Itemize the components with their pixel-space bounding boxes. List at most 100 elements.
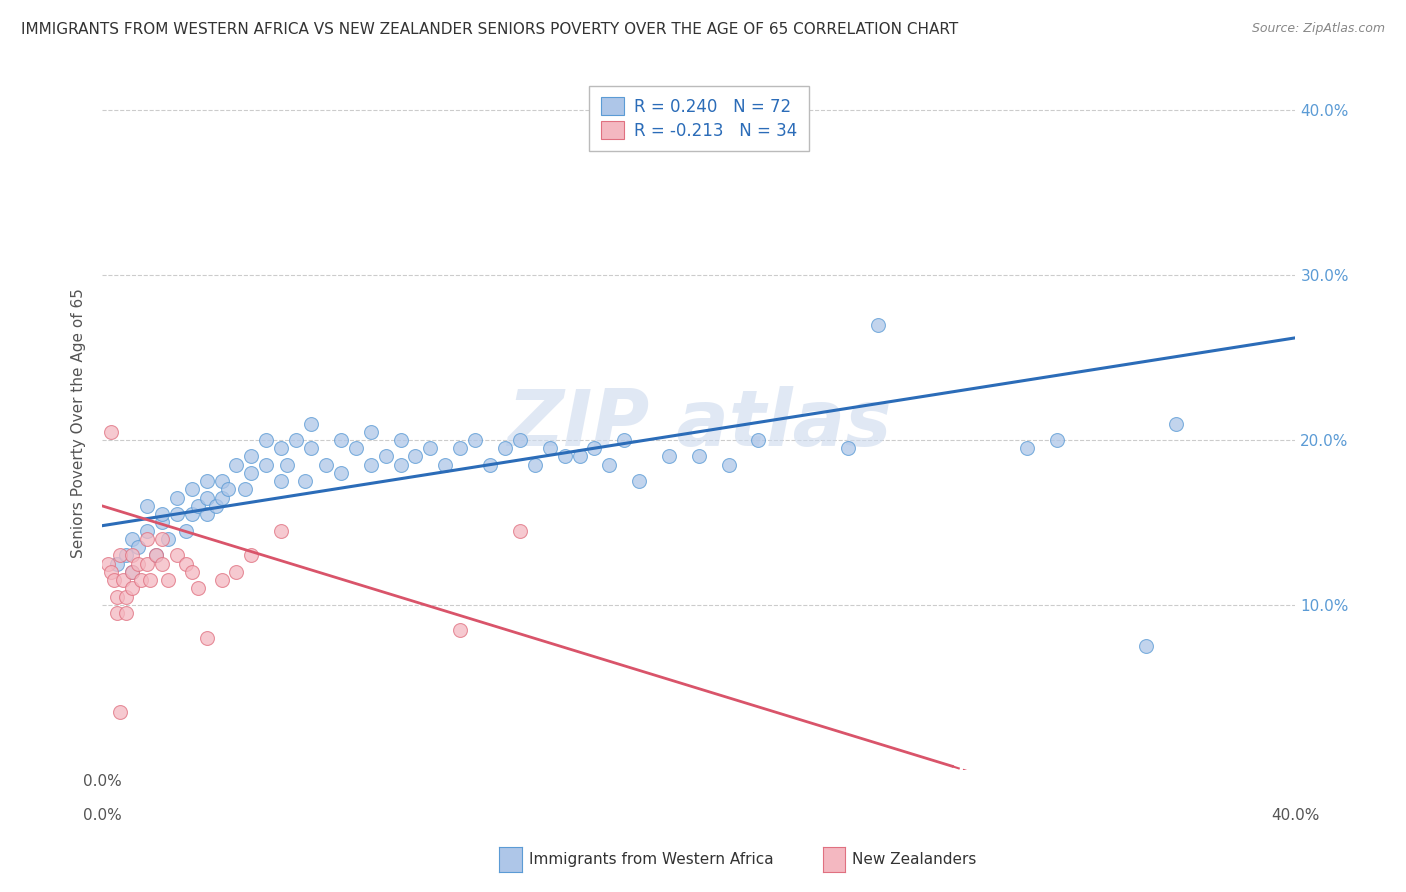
Point <box>494 442 516 456</box>
Point <box>374 450 396 464</box>
Point <box>628 474 651 488</box>
Point <box>136 499 159 513</box>
Point <box>156 573 179 587</box>
Point <box>166 549 188 563</box>
Point <box>187 582 209 596</box>
Point <box>866 318 889 332</box>
Point <box>108 705 131 719</box>
Point <box>523 458 546 472</box>
Point <box>180 507 202 521</box>
Text: 40.0%: 40.0% <box>1271 808 1320 823</box>
Point <box>254 458 277 472</box>
Point <box>100 425 122 439</box>
Point <box>344 442 367 456</box>
Point <box>658 450 681 464</box>
Point <box>568 450 591 464</box>
Point <box>270 442 292 456</box>
Point <box>115 606 138 620</box>
Point <box>464 433 486 447</box>
Point <box>240 549 263 563</box>
Point <box>688 450 710 464</box>
Point <box>180 483 202 497</box>
Point <box>108 549 131 563</box>
Point <box>285 433 308 447</box>
Point <box>121 532 143 546</box>
Point <box>150 516 173 530</box>
Point <box>479 458 502 472</box>
Point <box>509 524 531 538</box>
Text: IMMIGRANTS FROM WESTERN AFRICA VS NEW ZEALANDER SENIORS POVERTY OVER THE AGE OF : IMMIGRANTS FROM WESTERN AFRICA VS NEW ZE… <box>21 22 959 37</box>
Legend: R = 0.240   N = 72, R = -0.213   N = 34: R = 0.240 N = 72, R = -0.213 N = 34 <box>589 86 808 152</box>
Point <box>235 483 257 497</box>
Point <box>360 425 382 439</box>
Point <box>195 491 218 505</box>
Point <box>329 466 352 480</box>
Point <box>97 557 120 571</box>
Point <box>217 483 239 497</box>
Point <box>211 573 233 587</box>
Point <box>434 458 457 472</box>
Text: Immigrants from Western Africa: Immigrants from Western Africa <box>529 853 773 867</box>
Point <box>270 524 292 538</box>
Point <box>449 623 471 637</box>
Point <box>195 474 218 488</box>
Point <box>105 606 128 620</box>
Point <box>211 491 233 505</box>
Point <box>538 442 561 456</box>
Point <box>254 433 277 447</box>
Point <box>195 631 218 645</box>
Point <box>837 442 859 456</box>
Point <box>299 417 322 431</box>
Point <box>145 549 167 563</box>
Point <box>156 532 179 546</box>
Point <box>240 466 263 480</box>
Point <box>419 442 441 456</box>
Point <box>717 458 740 472</box>
Point <box>225 565 247 579</box>
Point <box>129 573 152 587</box>
Point <box>112 573 135 587</box>
Point <box>211 474 233 488</box>
Point <box>139 573 162 587</box>
Point <box>187 499 209 513</box>
Point <box>105 557 128 571</box>
Point <box>613 433 636 447</box>
Point <box>121 582 143 596</box>
Point <box>180 565 202 579</box>
Point <box>174 524 197 538</box>
Point <box>1015 442 1038 456</box>
Point <box>389 433 412 447</box>
Point <box>195 507 218 521</box>
Point <box>136 524 159 538</box>
Point <box>166 491 188 505</box>
Point <box>225 458 247 472</box>
Point <box>389 458 412 472</box>
Point <box>509 433 531 447</box>
Point <box>121 565 143 579</box>
Point <box>136 557 159 571</box>
Point <box>554 450 576 464</box>
Text: 0.0%: 0.0% <box>83 808 121 823</box>
Y-axis label: Seniors Poverty Over the Age of 65: Seniors Poverty Over the Age of 65 <box>72 289 86 558</box>
Point <box>127 557 149 571</box>
Point <box>115 549 138 563</box>
Text: New Zealanders: New Zealanders <box>852 853 976 867</box>
Point <box>747 433 769 447</box>
Point <box>145 549 167 563</box>
Point <box>150 532 173 546</box>
Point <box>360 458 382 472</box>
Point <box>1046 433 1069 447</box>
Point <box>329 433 352 447</box>
Point <box>583 442 606 456</box>
Point <box>294 474 316 488</box>
Text: ZIP atlas: ZIP atlas <box>506 385 891 461</box>
Point <box>204 499 226 513</box>
Point <box>404 450 426 464</box>
Point <box>449 442 471 456</box>
Point <box>100 565 122 579</box>
Point <box>127 540 149 554</box>
Point <box>598 458 620 472</box>
Point <box>1135 639 1157 653</box>
Point <box>240 450 263 464</box>
Point <box>103 573 125 587</box>
